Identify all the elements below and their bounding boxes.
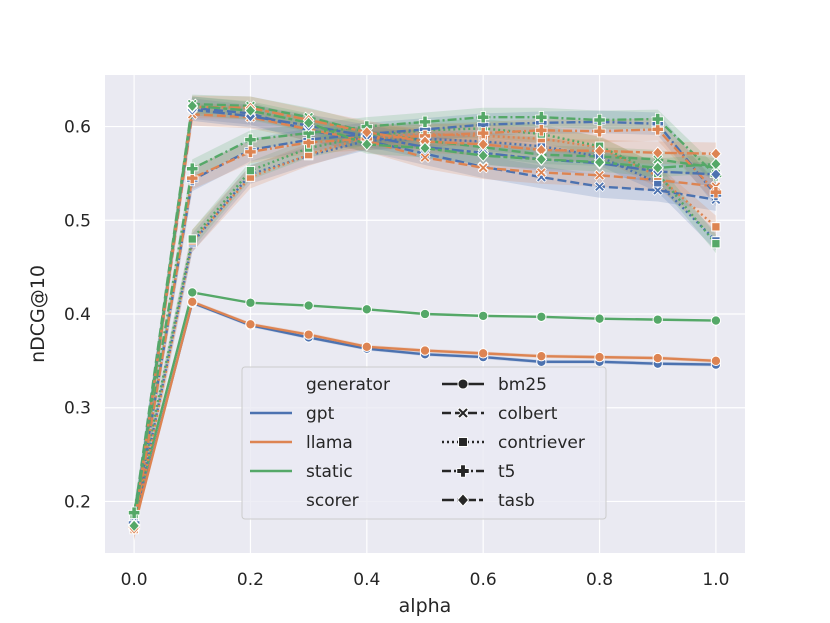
legend-label-static: static [306,462,353,482]
data-point [652,352,663,364]
x-tick-label: 1.0 [702,570,729,590]
data-point [535,124,548,137]
x-tick-label: 0.8 [586,570,613,590]
data-point [244,133,257,146]
data-point [535,166,547,178]
y-tick-label: 0.4 [64,305,91,325]
tick-labels: 0.0 0.2 0.4 0.6 0.8 1.0 0.2 0.3 0.4 0.5 0.6 [64,118,729,590]
data-point [419,151,431,163]
legend-title-generator: generator [306,375,390,395]
y-tick-label: 0.5 [64,211,91,231]
data-point [711,239,721,249]
data-point [477,162,489,174]
data-point [710,157,722,171]
data-point [478,310,489,322]
data-point [593,155,606,169]
x-tick-label: 0.6 [470,570,497,590]
data-point [361,341,372,352]
data-point [477,149,490,163]
data-point [477,126,490,140]
data-point [710,315,722,326]
data-point [187,234,197,244]
data-point [710,167,722,181]
data-point [652,184,664,196]
data-point [651,112,664,126]
data-point [245,297,256,308]
data-point [418,115,432,128]
data-point [419,141,431,155]
data-point [303,300,314,311]
data-point [186,162,199,175]
legend-marker-contriever [458,437,468,447]
data-point [244,145,257,158]
data-point [593,113,606,127]
data-point [536,350,547,362]
data-point [187,296,198,307]
data-point [244,104,257,118]
data-point [594,351,605,363]
legend-marker-bm25 [457,378,469,390]
data-point [593,125,606,138]
x-tick-label: 0.2 [237,570,264,590]
legend-generator-column: generator gpt llama static scorer [250,375,390,511]
data-point [186,171,199,185]
data-point [651,146,664,160]
series-line [132,128,717,527]
data-point [419,308,431,320]
legend-label-bm25: bm25 [498,375,547,395]
legend: generator gpt llama static scorer bm25 colber… [241,366,607,520]
legend-scorer-column: bm25 colbert contriever t5 tasb [442,375,585,511]
data-point [709,186,723,199]
data-point [186,99,199,113]
data-point [710,355,722,367]
legend-label-tasb: tasb [498,491,535,511]
data-point [127,506,141,519]
data-point [360,125,373,139]
data-point [594,169,606,181]
data-point [360,137,373,151]
data-point [361,304,372,315]
series-markers [127,98,723,536]
x-axis-label: alpha [399,595,452,617]
data-point [187,287,198,298]
legend-marker-t5 [456,464,470,478]
data-point [302,136,315,149]
data-point [303,329,314,340]
data-point [419,345,431,356]
data-point [594,313,605,324]
data-point [535,152,548,166]
data-point [535,111,548,124]
data-point [652,314,663,325]
y-tick-label: 0.2 [64,492,91,512]
y-axis-label: nDCG@10 [27,265,49,363]
y-tick-label: 0.3 [64,399,91,419]
x-tick-label: 0.4 [353,570,380,590]
legend-title-scorer: scorer [306,491,359,511]
data-point [128,519,140,533]
data-point [302,116,315,130]
x-tick-label: 0.0 [121,570,148,590]
legend-label-colbert: colbert [498,404,558,424]
data-point [245,319,256,330]
legend-box [241,366,607,520]
y-tick-label: 0.6 [64,118,91,138]
data-point [651,161,664,175]
legend-label-contriever: contriever [498,433,585,453]
legend-marker-colbert [457,407,469,419]
legend-marker-tasb [456,493,470,507]
data-point [536,311,547,322]
data-point [245,165,256,176]
data-point [594,181,606,193]
legend-label-t5: t5 [498,462,515,482]
data-point [478,348,489,359]
data-point [302,126,315,140]
data-point [651,123,664,136]
series-line [132,115,717,513]
legend-label-gpt: gpt [306,404,335,424]
data-point [711,222,721,232]
data-point [477,111,490,124]
legend-label-llama: llama [306,433,353,453]
